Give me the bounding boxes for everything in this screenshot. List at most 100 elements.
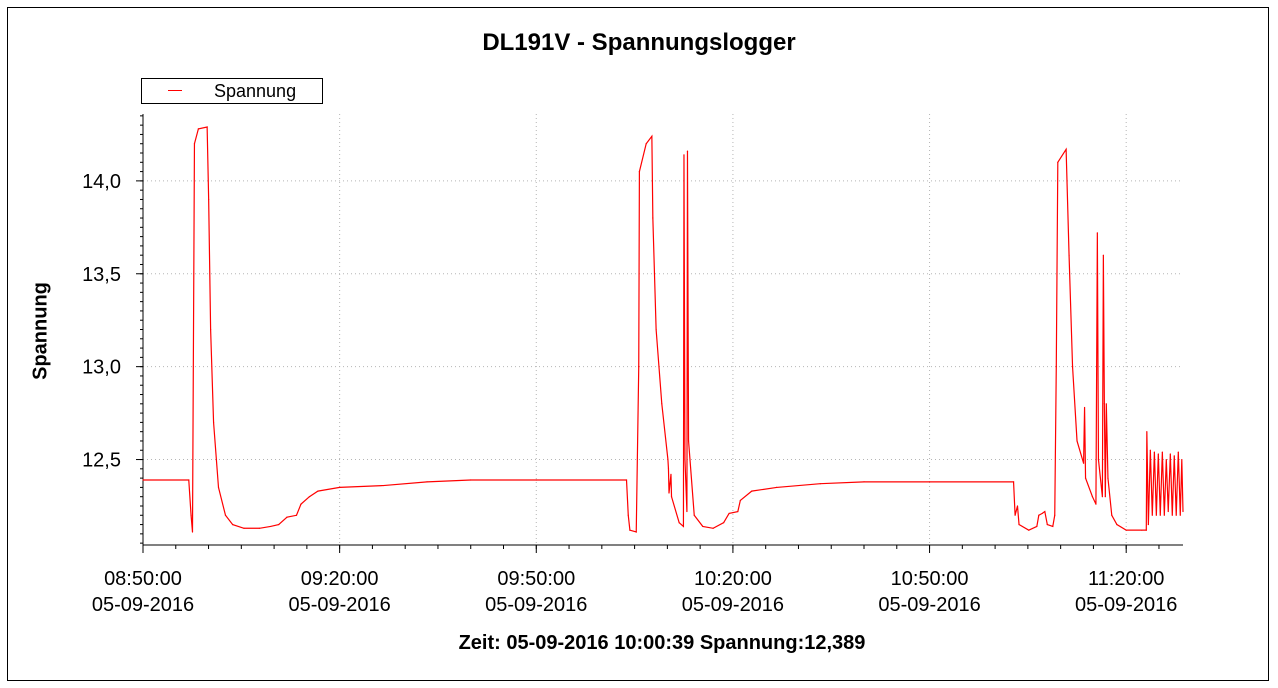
data-point [1018,523,1020,526]
data-point [339,486,341,489]
data-point [678,522,680,524]
data-point [751,490,753,492]
x-tick-label-date: 05-09-2016 [92,594,194,616]
data-point [668,492,670,494]
data-point [206,126,208,128]
data-point [1111,514,1113,516]
data-point [142,479,144,481]
data-point [1083,406,1086,409]
data-point [1147,523,1149,526]
x-tick-label-date: 05-09-2016 [1075,594,1177,616]
data-point [1101,496,1103,498]
x-tick-label-date: 05-09-2016 [485,594,587,616]
x-tick-label-time: 10:50:00 [891,568,969,590]
data-point [1036,525,1038,528]
data-point [723,522,725,524]
data-point [1161,451,1163,453]
data-point [1141,529,1143,531]
data-point [638,170,641,173]
data-point [1012,481,1015,483]
data-point [1103,403,1105,405]
data-point [188,479,190,481]
data-point [1149,449,1151,451]
x-tick-label-time: 09:50:00 [497,568,575,590]
data-point [670,496,673,498]
data-point [1097,458,1100,461]
data-point [217,486,220,489]
data-point [1175,514,1177,516]
data-point [928,481,931,483]
data-point [197,128,199,130]
data-point [308,496,310,498]
legend: Spannung [141,78,323,104]
legend-swatch [168,90,182,91]
data-point [1181,458,1183,461]
data-point [1155,514,1157,516]
data-point [667,468,670,470]
data-point [1014,514,1016,516]
data-point [1167,510,1169,513]
data-point [1095,503,1097,505]
data-point [635,531,637,533]
data-point [670,473,672,476]
y-axis-label: Spannung [29,282,52,380]
grid [142,114,1183,545]
data-point [1177,451,1179,453]
data-point [1159,514,1161,516]
data-point [193,143,196,145]
data-point [1107,477,1109,479]
data-point [278,523,280,526]
data-point [1052,525,1054,528]
data-point [1041,512,1043,515]
legend-label: Spannung [214,81,297,101]
x-tick-label-date: 05-09-2016 [878,594,980,616]
data-point [1182,510,1184,513]
data-point [382,484,384,487]
data-point [470,479,472,481]
data-point [661,403,663,405]
plot-area [143,114,1183,545]
data-point [737,510,739,513]
x-ticks: 08:50:00 05-09-2016 09:20:00 05-09-2016 09:5… [92,545,1177,616]
data-point [317,490,319,492]
x-tick-label-date: 05-09-2016 [682,594,784,616]
data-point [1028,529,1030,531]
data-point [1102,254,1104,256]
data-point [625,479,628,481]
data-point [684,458,686,461]
data-point [686,510,688,513]
data-point [1091,496,1094,498]
data-point [693,514,695,516]
data-point [243,527,245,529]
data-point [1071,366,1074,368]
data-point [1044,510,1046,513]
data-point [627,514,629,516]
data-point [687,440,690,442]
data-point [1153,451,1155,453]
data-point [776,486,778,489]
data-point [1163,514,1165,516]
y-tick-label: 14,0 [82,171,121,193]
data-point [1146,431,1148,433]
data-point [1116,523,1118,526]
data-point [1055,366,1057,368]
data-point [1151,514,1153,516]
data-point [426,481,428,483]
data-point [1084,477,1087,479]
data-point [286,516,288,518]
data-point [638,366,640,368]
data-point [739,499,741,502]
data-point [1179,514,1181,516]
data-point [702,525,704,528]
data-point [535,479,537,481]
data-point [655,328,657,331]
data-point [1173,455,1175,457]
data-point [819,483,821,485]
data-point [1054,514,1056,516]
x-tick-label-time: 11:20:00 [1088,568,1164,590]
data-point [1145,529,1147,531]
x-tick-label-date: 05-09-2016 [288,594,390,616]
data-point [712,527,714,529]
data-point [1057,161,1059,163]
